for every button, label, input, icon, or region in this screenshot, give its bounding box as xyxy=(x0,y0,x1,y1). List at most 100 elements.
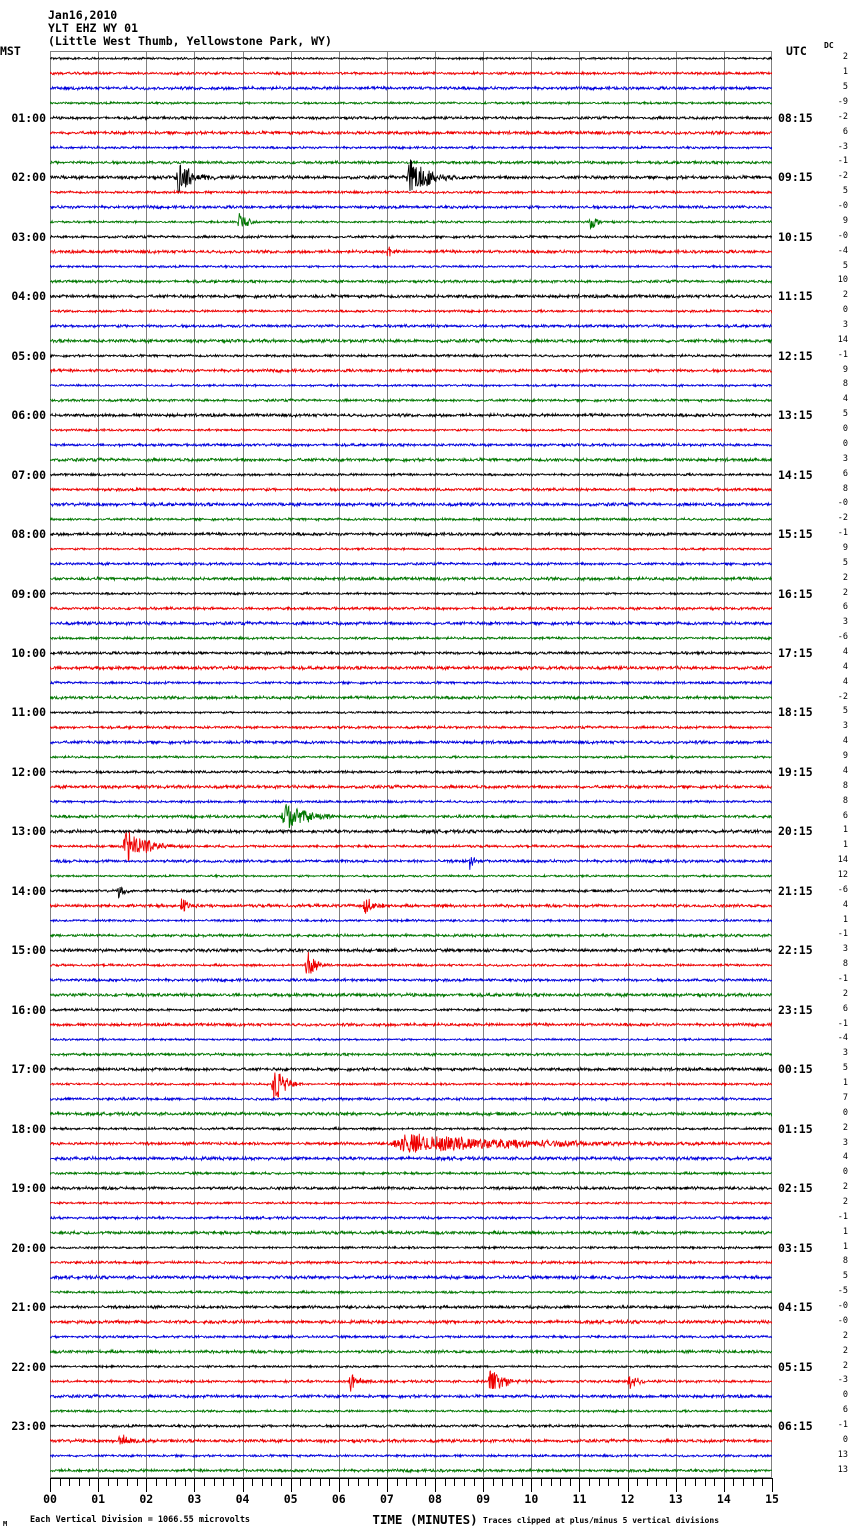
mst-hour-label: 12:00 xyxy=(11,764,46,779)
dc-value: 3 xyxy=(842,1048,848,1059)
x-tick-label: 00 xyxy=(43,1492,57,1506)
dc-value: -1 xyxy=(837,156,848,167)
trace-line-19 xyxy=(50,337,772,345)
x-tick-minor xyxy=(300,1478,302,1486)
trace-line-88 xyxy=(50,1363,772,1370)
dc-value: -1 xyxy=(837,349,848,360)
x-tick-minor xyxy=(733,1478,735,1486)
trace-line-92 xyxy=(50,1422,772,1429)
trace-line-20 xyxy=(50,352,772,359)
trace-line-4 xyxy=(50,114,772,122)
trace-line-32 xyxy=(50,530,772,538)
x-tick-minor xyxy=(252,1478,254,1486)
x-tick-label: 05 xyxy=(283,1492,298,1506)
dc-value: 12 xyxy=(837,869,848,880)
dc-value: 3 xyxy=(842,944,848,955)
dc-value: 8 xyxy=(842,780,848,791)
trace-line-76 xyxy=(50,1185,772,1192)
x-tick-minor xyxy=(175,1478,177,1486)
trace-line-94 xyxy=(50,1452,772,1459)
dc-value: 8 xyxy=(842,1256,848,1267)
dc-value: -2 xyxy=(837,111,848,122)
trace-line-50 xyxy=(50,798,772,805)
utc-hour-label: 06:15 xyxy=(778,1418,813,1433)
x-axis-line xyxy=(50,1478,773,1479)
dc-value: 9 xyxy=(842,364,848,375)
dc-value: 6 xyxy=(842,468,848,479)
trace-line-57 xyxy=(50,898,772,914)
seismogram-plot[interactable] xyxy=(50,51,772,1478)
x-tick-minor xyxy=(646,1478,648,1486)
trace-line-0 xyxy=(50,55,772,61)
gridline-minute-4 xyxy=(242,51,244,1478)
trace-line-67 xyxy=(50,1051,772,1058)
dc-value: 4 xyxy=(842,1152,848,1163)
utc-hour-label: 21:15 xyxy=(778,883,813,898)
x-tick-major xyxy=(290,1478,292,1492)
x-tick-label: 14 xyxy=(716,1492,731,1506)
mst-hour-label: 07:00 xyxy=(11,467,46,482)
dc-value: -4 xyxy=(837,245,848,256)
utc-hour-label: 15:15 xyxy=(778,527,813,542)
trace-line-44 xyxy=(50,709,772,716)
dc-value: 2 xyxy=(842,988,848,999)
mst-hour-label: 05:00 xyxy=(11,348,46,363)
dc-value: 3 xyxy=(842,319,848,330)
gridline-minute-5 xyxy=(290,51,292,1478)
dc-value: 2 xyxy=(842,290,848,301)
footer-scale-note: Each Vertical Division = 1066.55 microvo… xyxy=(30,1515,251,1525)
dc-value: 8 xyxy=(842,379,848,390)
trace-line-51 xyxy=(50,804,772,829)
x-tick-minor xyxy=(637,1478,639,1486)
trace-line-93 xyxy=(50,1434,772,1445)
trace-line-23 xyxy=(50,397,772,404)
trace-line-47 xyxy=(50,754,772,760)
mst-hour-label: 19:00 xyxy=(11,1181,46,1196)
dc-value: -0 xyxy=(837,498,848,509)
mst-hour-label: 17:00 xyxy=(11,1062,46,1077)
dc-value: 5 xyxy=(842,706,848,717)
x-tick-minor xyxy=(271,1478,273,1486)
dc-value: 9 xyxy=(842,215,848,226)
dc-value: 1 xyxy=(842,840,848,851)
x-tick-minor xyxy=(213,1478,215,1486)
trace-line-54 xyxy=(50,857,772,870)
dc-value: -2 xyxy=(837,691,848,702)
utc-hour-label: 16:15 xyxy=(778,586,813,601)
trace-line-31 xyxy=(50,516,772,523)
x-tick-minor xyxy=(714,1478,716,1486)
dc-value: 5 xyxy=(842,260,848,271)
dc-value: 2 xyxy=(842,52,848,63)
trace-line-85 xyxy=(50,1318,772,1326)
x-tick-minor xyxy=(136,1478,138,1486)
mst-hour-label: 01:00 xyxy=(11,110,46,125)
dc-value: 2 xyxy=(842,1345,848,1356)
trace-line-1 xyxy=(50,70,772,77)
x-tick-label: 09 xyxy=(476,1492,491,1506)
dc-value: 1 xyxy=(842,914,848,925)
dc-value: -2 xyxy=(837,171,848,182)
x-tick-minor xyxy=(656,1478,658,1486)
utc-hour-label: 23:15 xyxy=(778,1002,813,1017)
trace-line-53 xyxy=(50,831,772,862)
x-tick-minor xyxy=(232,1478,234,1486)
dc-value: 4 xyxy=(842,899,848,910)
trace-lines xyxy=(50,55,772,1474)
trace-line-34 xyxy=(50,560,772,567)
trace-line-80 xyxy=(50,1244,772,1251)
dc-value: -1 xyxy=(837,1211,848,1222)
x-tick-minor xyxy=(396,1478,398,1486)
dc-value: 8 xyxy=(842,483,848,494)
x-tick-major xyxy=(194,1478,196,1492)
x-tick-minor xyxy=(358,1478,360,1486)
x-tick-minor xyxy=(694,1478,696,1486)
mst-hour-label: 08:00 xyxy=(11,527,46,542)
dc-value: 2 xyxy=(842,1182,848,1193)
trace-line-91 xyxy=(50,1408,772,1414)
utc-hour-label: 10:15 xyxy=(778,229,813,244)
gridline-minute-10 xyxy=(531,51,533,1478)
trace-line-73 xyxy=(50,1133,772,1153)
x-tick-label: 13 xyxy=(668,1492,683,1506)
dc-value: -1 xyxy=(837,528,848,539)
dc-value: 13 xyxy=(837,1464,848,1475)
